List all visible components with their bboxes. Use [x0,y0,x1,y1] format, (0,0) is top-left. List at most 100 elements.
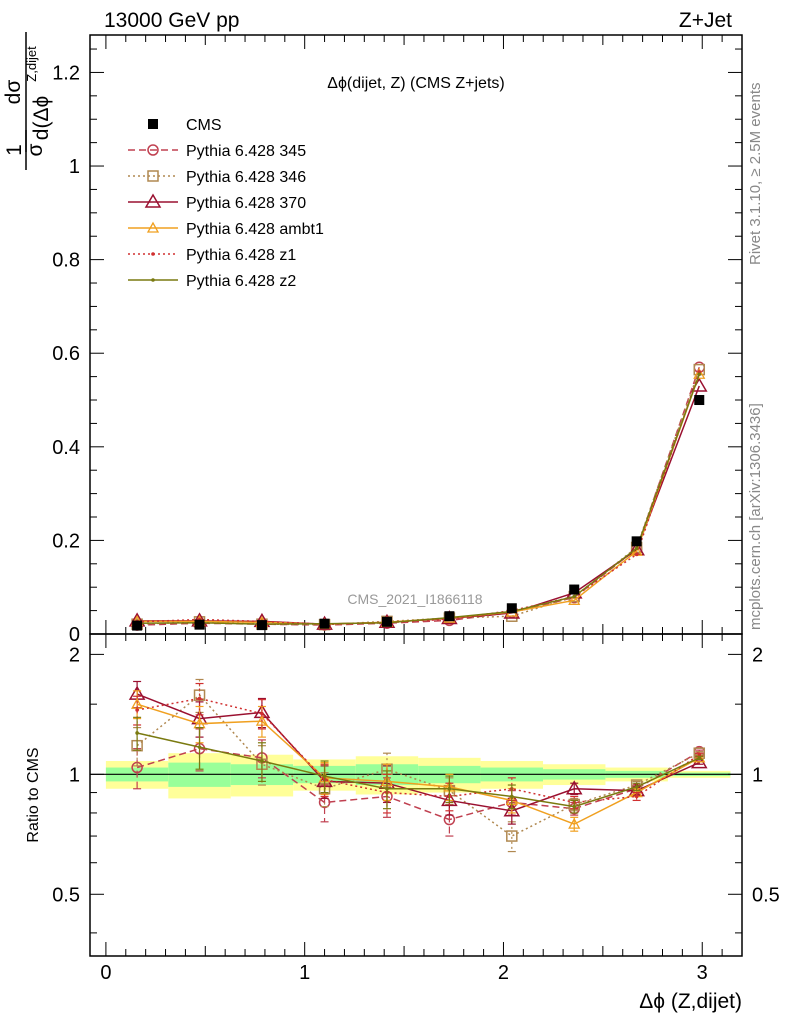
x-tick-label-2: 2 [498,962,509,984]
y-label-den-sup: Z,dijet [24,46,39,82]
ratio-point-s5-9-shape [697,756,702,760]
y-label-num: dσ [2,80,25,105]
ratio-point-s5-4-shape [385,786,389,791]
ratio-point-s2-6 [503,802,521,817]
ratio-point-s5-2-shape [260,759,264,763]
data-point-9 [694,395,705,406]
ratio-point-s3-9-shape [693,751,706,763]
ratio-point-s4-2-shape [260,711,264,716]
ratio-point-s2-5 [441,791,458,807]
main-point-s3-7 [568,593,581,605]
ratio-point-s3-7-shape [568,817,581,829]
y-tick-label-main-3: 0.6 [52,343,80,365]
data-point-8-shape [631,536,642,547]
ratio-point-s2-5-shape [441,791,458,807]
legend-marker-s0-shape [147,144,159,156]
ratio-series-group [128,678,708,853]
data-point-8 [631,536,642,547]
ratio-point-s5-4 [385,786,389,791]
x-tick-label-3: 3 [697,962,708,984]
x-tick-label-1: 1 [299,962,310,984]
data-point-5 [444,611,455,622]
ratio-point-s5-0 [135,731,139,735]
ratio-point-s3-7 [568,817,581,829]
data-point-7 [569,584,580,595]
ratio-point-s5-2 [260,759,264,763]
ratio-point-s5-8 [634,785,639,789]
main-series-group [128,361,708,631]
main-line-series-5 [137,374,700,625]
main-point-s3-9 [693,367,706,379]
ratio-point-s2-7 [565,780,583,795]
ratio-point-s1-6 [506,830,518,842]
main-y-axis-label: 1 σ dσ d(Δϕ Z,dijet [2,32,53,170]
ratio-point-s5-7 [572,804,577,809]
main-point-s4-8-shape [634,552,639,557]
main-point-s5-8 [634,546,639,551]
ratio-line-series-2 [136,693,700,812]
data-point-4-shape [381,616,392,627]
main-point-s5-9-shape [697,372,702,377]
main-point-s4-8 [634,552,639,557]
legend-marker-s3-shape [146,221,160,233]
ratio-line-series-1 [136,694,700,837]
ratio-point-s5-3 [322,774,327,778]
y-tick-label-main-4: 0.8 [52,250,80,272]
y-label-pre-den: σ [24,143,47,156]
ratio-point-s5-1-shape [197,745,202,749]
data-point-2-shape [256,620,267,631]
data-point-7-shape [569,584,580,595]
main-point-s3-9-shape [693,367,706,379]
main-point-s3-7-shape [568,593,581,605]
chart-title: Δϕ(dijet, Z) (CMS Z+jets) [327,75,504,92]
data-point-3-shape [319,618,330,629]
ratio-point-s5-5 [447,786,452,791]
legend-marker-s5 [151,278,155,282]
main-point-s5-7-shape [572,594,577,599]
y-tick-label-ratio-2: 2 [69,644,80,666]
mcplots-side-label: mcplots.cern.ch [arXiv:1306.3436] [747,403,764,630]
ratio-point-s1-6-shape [506,830,518,842]
ratio-point-s4-0 [135,708,139,712]
legend-marker-s0 [147,144,159,156]
ratio-point-s4-9 [697,752,702,757]
data-point-9-shape [694,395,705,406]
y-label-den: d(Δϕ [30,96,53,140]
header-right-title: Z+Jet [679,9,732,32]
ratio-point-s5-0-shape [135,731,139,735]
ratio-point-s0-0-shape [131,761,143,774]
legend-marker-s3 [146,221,160,233]
ratio-point-s5-6 [510,794,514,799]
ratio-point-s4-8-shape [634,794,639,799]
y-tick-label-main-5: 1 [69,156,80,178]
analysis-watermark: CMS_2021_I1866118 [347,591,482,607]
ratio-line-series-0 [136,747,700,821]
y-tick-label-main-6: 1.2 [52,62,80,84]
header-left-title: 13000 GeV pp [104,9,239,32]
y-tick-label-main-0: 0 [69,624,80,646]
legend-marker-s4-shape [151,252,155,256]
main-line-series-1 [137,369,700,626]
legend-marker-data [148,119,158,129]
data-point-6 [506,603,517,614]
main-line-series-3 [137,374,700,625]
data-point-3 [319,618,330,629]
data-point-1-shape [194,619,205,630]
ratio-point-s4-2 [260,711,264,716]
y-tick-label-ratio-right-0: 0.5 [752,884,780,906]
ratio-line-series-4 [136,697,700,804]
data-point-0-shape [132,620,143,631]
main-line-series-4 [137,371,700,625]
y-tick-label-ratio-right-1: 1 [752,764,763,786]
ratio-point-s4-9-shape [697,752,702,757]
legend-label-s4: Pythia 6.428 z1 [186,247,296,264]
data-point-2 [256,620,267,631]
main-point-s5-8-shape [634,546,639,551]
legend-marker-s4 [151,252,155,256]
legend-marker-s2 [144,193,162,208]
legend-marker-s2-shape [144,193,162,208]
ratio-point-s0-0 [131,761,143,774]
ratio-point-s5-1 [197,745,202,749]
main-point-s5-7 [572,594,577,599]
